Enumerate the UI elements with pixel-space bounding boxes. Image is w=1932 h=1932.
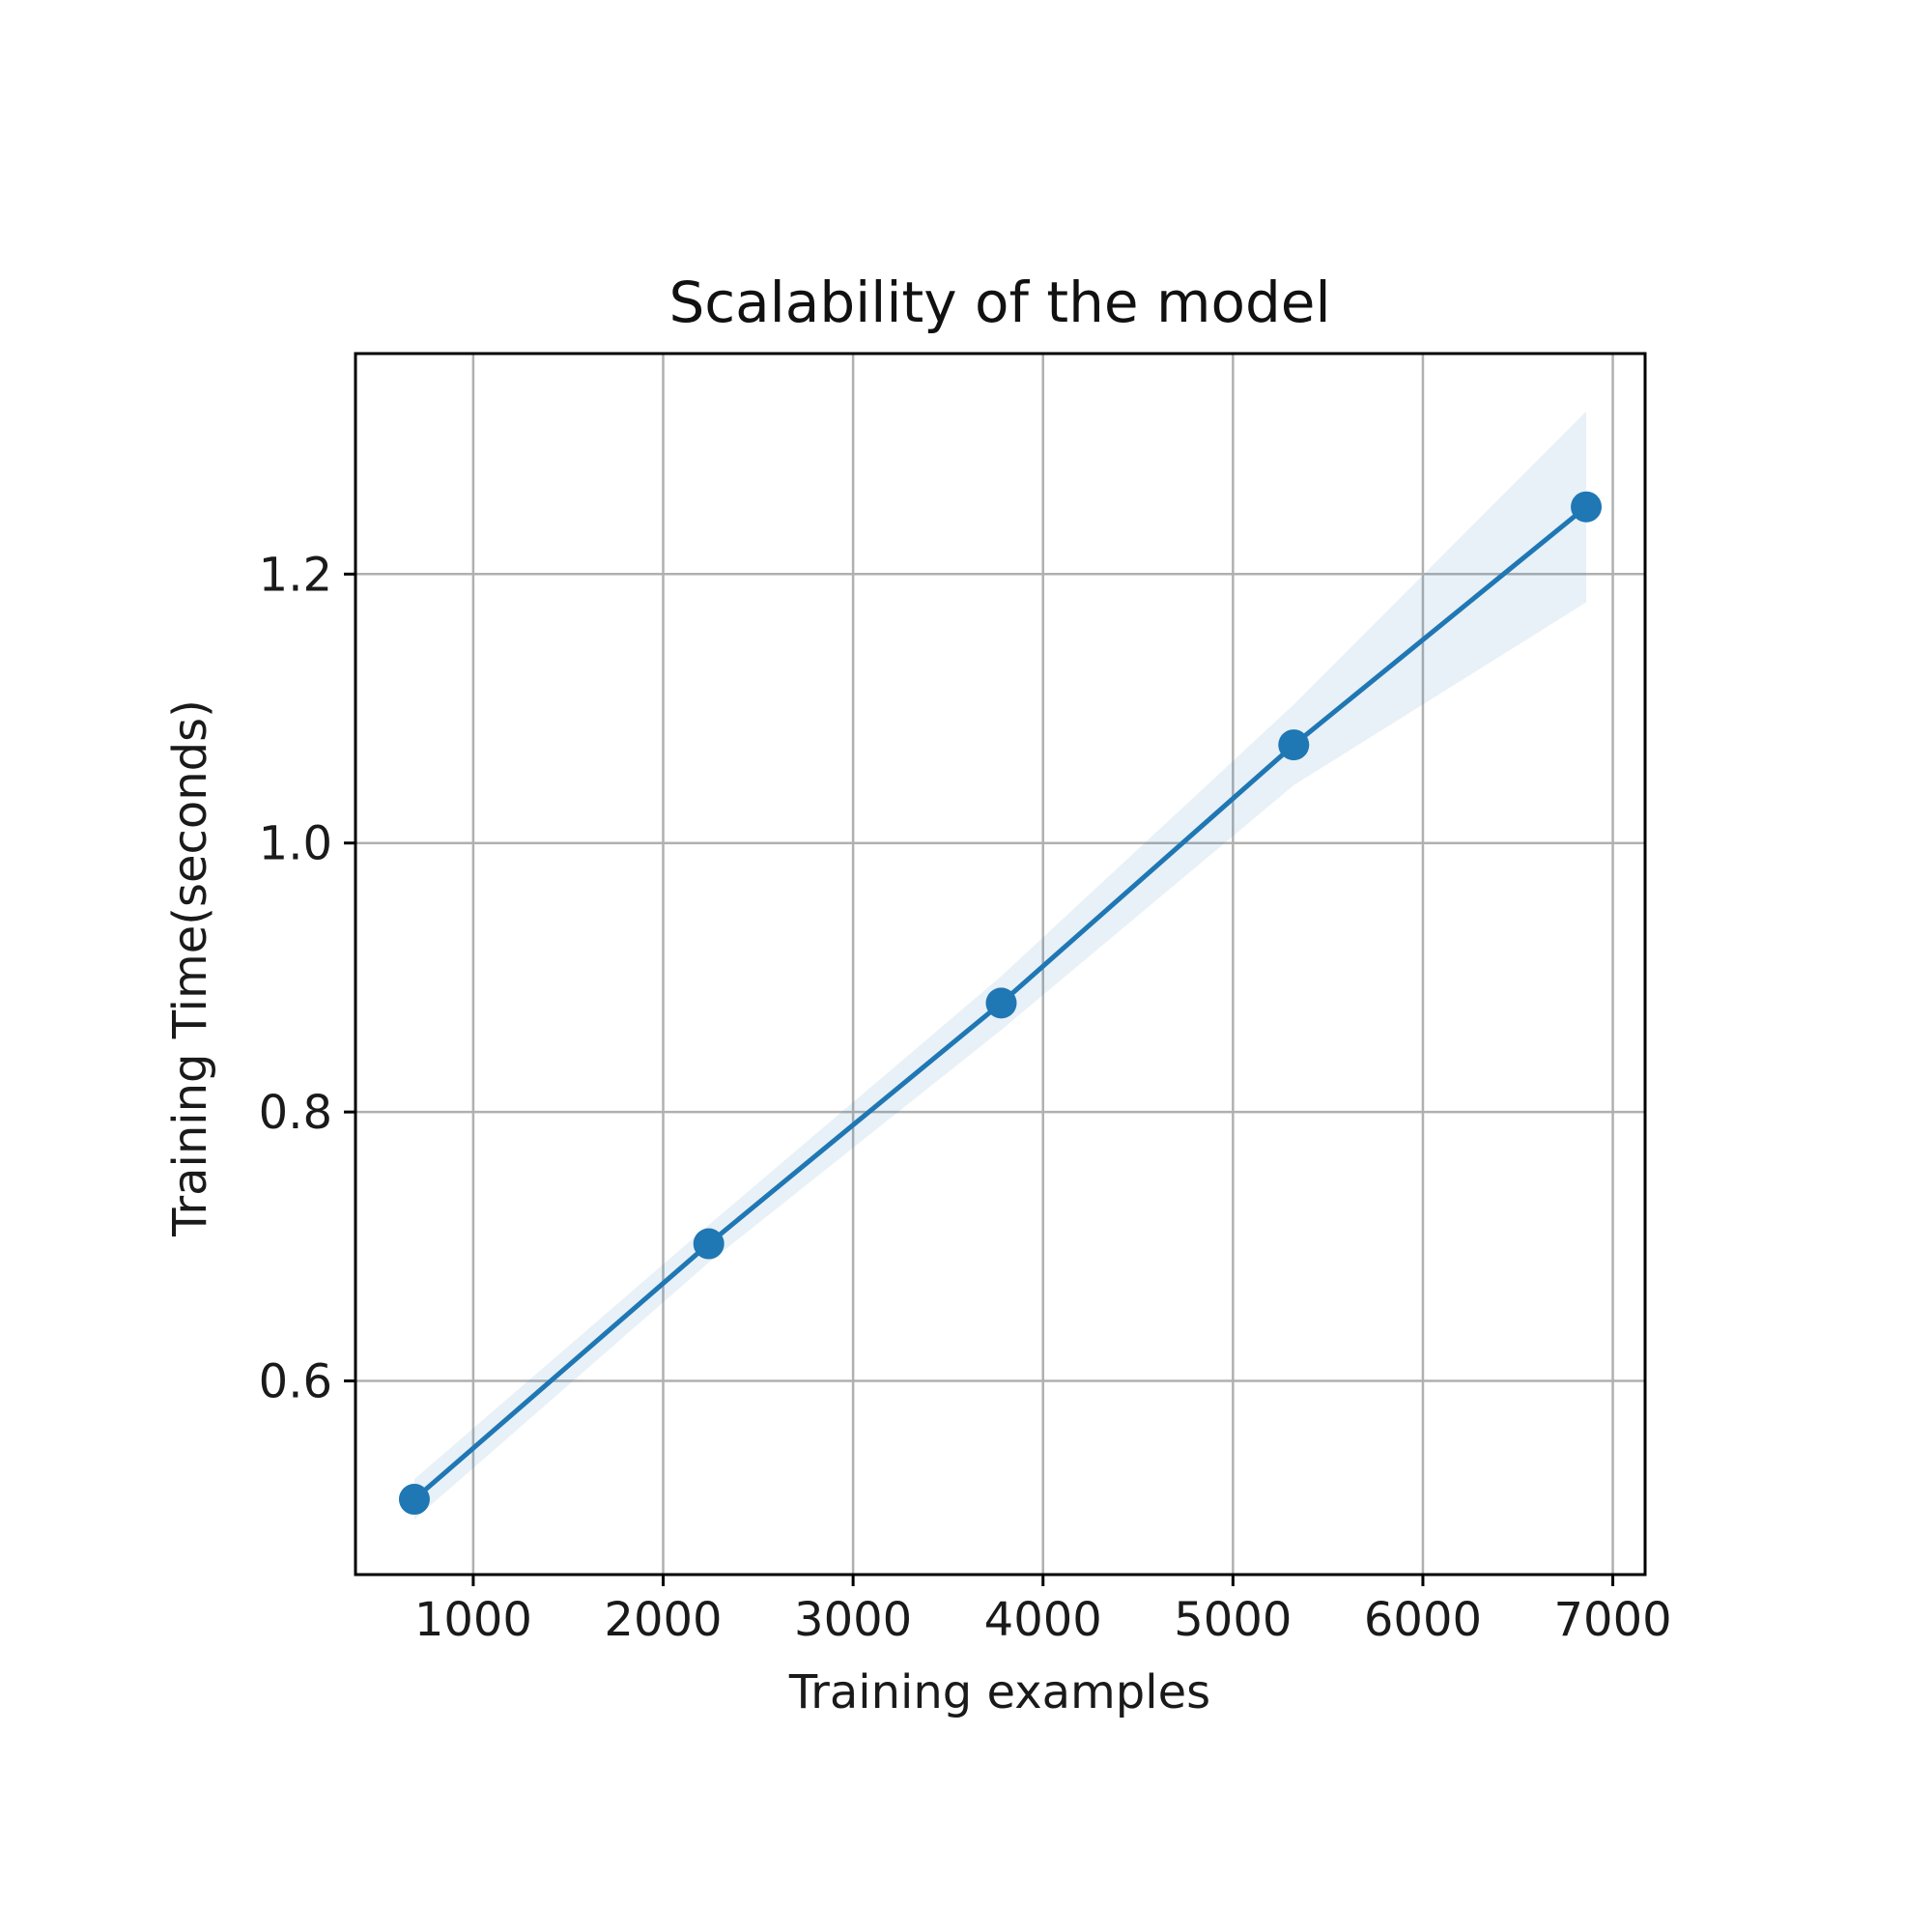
y-axis-ticks: 0.6 0.8 1.0 1.2 bbox=[259, 548, 355, 1409]
y-axis-label: Training Time(seconds) bbox=[163, 699, 217, 1237]
confidence-band bbox=[413, 411, 1587, 1520]
x-axis-ticks: 1000 2000 3000 4000 5000 6000 7000 bbox=[414, 1575, 1672, 1647]
chart-title: Scalability of the model bbox=[668, 270, 1330, 335]
confidence-band-layer bbox=[413, 411, 1587, 1520]
data-point bbox=[985, 987, 1017, 1019]
axes-frame bbox=[354, 352, 1647, 1577]
x-tick-label: 2000 bbox=[604, 1593, 722, 1647]
data-point bbox=[1571, 491, 1603, 523]
y-tick-label: 0.6 bbox=[259, 1355, 332, 1409]
x-tick-label: 5000 bbox=[1174, 1593, 1292, 1647]
x-tick-label: 7000 bbox=[1553, 1593, 1671, 1647]
data-point bbox=[398, 1484, 430, 1516]
y-tick-label: 0.8 bbox=[259, 1086, 332, 1140]
data-point bbox=[1278, 729, 1310, 761]
x-tick-label: 3000 bbox=[794, 1593, 912, 1647]
x-axis-label: Training examples bbox=[788, 1665, 1210, 1719]
data-points bbox=[398, 491, 1603, 1516]
x-tick-label: 4000 bbox=[984, 1593, 1102, 1647]
x-tick-label: 6000 bbox=[1364, 1593, 1482, 1647]
data-point bbox=[693, 1228, 724, 1260]
grid bbox=[355, 354, 1645, 1575]
y-tick-label: 1.2 bbox=[259, 548, 332, 602]
y-tick-label: 1.0 bbox=[259, 817, 332, 871]
x-tick-label: 1000 bbox=[414, 1593, 532, 1647]
